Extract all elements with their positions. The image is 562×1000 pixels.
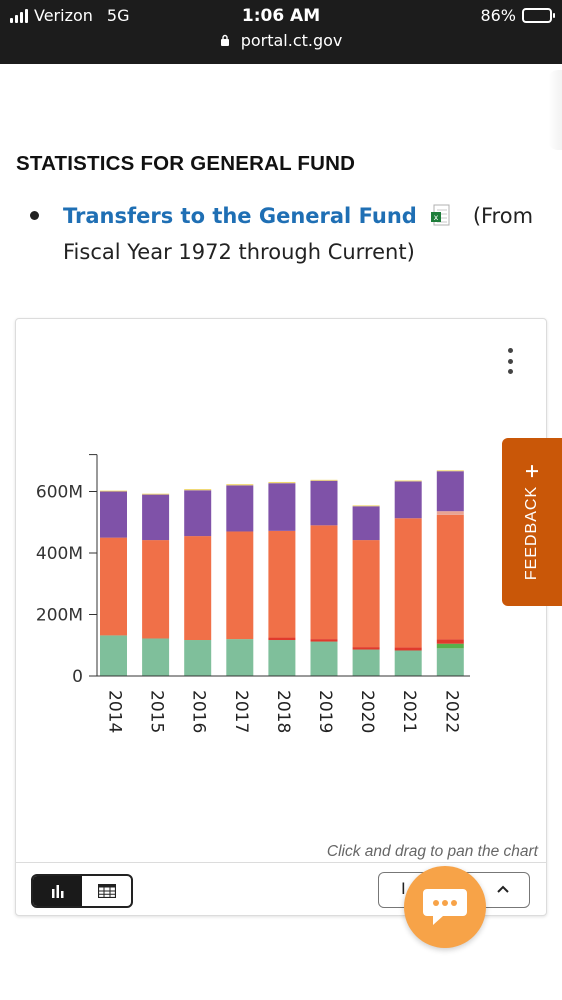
bar-segment-2014-s0[interactable] xyxy=(100,635,127,676)
bar-segment-2020-s3[interactable] xyxy=(352,540,380,648)
x-tick-label-2021: 2021 xyxy=(399,690,419,733)
bar-segment-2022-s1[interactable] xyxy=(436,643,464,649)
svg-text:x: x xyxy=(433,213,438,222)
bar-segment-2017-s6[interactable] xyxy=(226,484,254,486)
bar-segment-2016-s5[interactable] xyxy=(184,490,212,537)
bar-segment-2018-s5[interactable] xyxy=(268,483,296,531)
bar-segment-2018-s6[interactable] xyxy=(268,481,296,484)
x-tick-label-2014: 2014 xyxy=(105,690,125,733)
x-tick-label-2019: 2019 xyxy=(315,690,335,733)
x-tick-label-2020: 2020 xyxy=(357,690,377,733)
bar-segment-2021-s3[interactable] xyxy=(394,518,422,648)
y-tick-label-0: 0 xyxy=(72,667,83,687)
bar-segment-2022-s4[interactable] xyxy=(436,511,464,515)
edge-shadow xyxy=(548,70,562,150)
carrier-name: Verizon xyxy=(34,6,93,25)
x-tick-label-2017: 2017 xyxy=(231,690,251,733)
bar-segment-2022-s5[interactable] xyxy=(436,471,464,512)
chart-view-button[interactable] xyxy=(33,876,82,906)
bar-segment-2022-s0[interactable] xyxy=(436,648,464,676)
bar-segment-2015-s0[interactable] xyxy=(142,638,170,676)
battery-info: 86% xyxy=(480,6,555,25)
dropdown-label: I xyxy=(401,879,406,898)
table-view-button[interactable] xyxy=(82,876,131,906)
page-heading: STATISTICS FOR GENERAL FUND xyxy=(16,152,356,175)
bar-segment-2016-s6[interactable] xyxy=(184,489,212,491)
pan-hint: Click and drag to pan the chart xyxy=(326,843,538,860)
bar-segment-2020-s2[interactable] xyxy=(352,647,380,650)
y-tick-label-200: 200M xyxy=(36,606,83,626)
bar-segment-2019-s0[interactable] xyxy=(310,641,338,676)
x-tick-label-2018: 2018 xyxy=(273,690,293,733)
bar-segment-2017-s5[interactable] xyxy=(226,485,254,532)
y-tick-label-600: 600M xyxy=(36,483,83,503)
bar-segment-2019-s2[interactable] xyxy=(310,639,338,642)
card-divider xyxy=(16,862,546,863)
excel-file-icon[interactable]: x xyxy=(430,201,451,226)
transfers-link[interactable]: Transfers to the General Fund xyxy=(63,204,417,228)
table-icon xyxy=(97,884,116,898)
url-bar[interactable]: portal.ct.gov xyxy=(0,31,562,50)
battery-percent: 86% xyxy=(480,6,516,25)
plus-icon xyxy=(526,464,538,477)
bar-segment-2021-s6[interactable] xyxy=(394,480,422,482)
network-type: 5G xyxy=(106,6,130,25)
battery-icon xyxy=(522,8,555,23)
bar-segment-2014-s5[interactable] xyxy=(100,491,127,538)
stacked-bar-chart[interactable]: 2014 2015 2016 2017 2018 2019 2020 2021 2022 0 200… xyxy=(0,0,562,760)
bar-segment-2022-s2[interactable] xyxy=(436,639,464,644)
bar-segment-2018-s3[interactable] xyxy=(268,530,296,638)
bar-segment-2016-s3[interactable] xyxy=(184,536,212,641)
carrier-info: Verizon 5G xyxy=(10,6,129,25)
x-tick-label-2016: 2016 xyxy=(189,690,209,733)
feedback-label: FEEDBACK xyxy=(523,485,540,581)
chevron-up-icon xyxy=(497,885,509,893)
bar-segment-2020-s6[interactable] xyxy=(352,505,380,507)
y-tick-label-400: 400M xyxy=(36,544,83,564)
x-tick-label-2022: 2022 xyxy=(441,690,461,733)
bar-segment-2021-s0[interactable] xyxy=(394,650,422,676)
signal-icon xyxy=(10,8,28,23)
bar-segment-2016-s0[interactable] xyxy=(184,640,212,676)
bar-segment-2015-s6[interactable] xyxy=(142,493,170,495)
view-toggle xyxy=(31,874,133,908)
bar-segment-2019-s5[interactable] xyxy=(310,480,338,526)
chat-button[interactable] xyxy=(404,866,486,948)
bar-segment-2019-s6[interactable] xyxy=(310,479,338,481)
bullet-dot xyxy=(30,211,39,220)
bar-segment-2019-s3[interactable] xyxy=(310,525,338,640)
chat-bubble-icon xyxy=(423,889,467,925)
bar-segment-2018-s2[interactable] xyxy=(268,637,296,641)
bar-segment-2020-s0[interactable] xyxy=(352,649,380,676)
lock-icon xyxy=(220,34,229,46)
bar-segment-2014-s3[interactable] xyxy=(100,537,127,636)
x-tick-label-2015: 2015 xyxy=(147,690,167,733)
bar-segment-2017-s0[interactable] xyxy=(226,639,254,676)
bar-segment-2020-s5[interactable] xyxy=(352,506,380,541)
status-bar: Verizon 5G 1:06 AM portal.ct.gov 86% xyxy=(0,0,562,64)
bar-segment-2014-s6[interactable] xyxy=(100,490,127,492)
bar-segment-2021-s5[interactable] xyxy=(394,481,422,519)
list-item: Transfers to the General Fund x (From Fi… xyxy=(30,198,550,270)
bar-segment-2022-s6[interactable] xyxy=(436,470,464,472)
kebab-menu-icon[interactable] xyxy=(505,348,515,374)
clock: 1:06 AM xyxy=(241,6,321,26)
bar-segment-2021-s2[interactable] xyxy=(394,647,422,651)
bullet-text-line2: Fiscal Year 1972 through Current) xyxy=(63,240,415,264)
bar-segment-2015-s3[interactable] xyxy=(142,540,170,639)
bullet-text-after: (From xyxy=(472,204,534,228)
bar-segment-2022-s3[interactable] xyxy=(436,514,464,640)
url-text: portal.ct.gov xyxy=(240,31,343,50)
bar-segment-2018-s0[interactable] xyxy=(268,640,296,676)
bar-segment-2015-s5[interactable] xyxy=(142,494,170,541)
feedback-tab[interactable]: FEEDBACK xyxy=(502,438,562,606)
bar-segment-2017-s3[interactable] xyxy=(226,531,254,640)
bar-chart-icon xyxy=(51,885,63,898)
